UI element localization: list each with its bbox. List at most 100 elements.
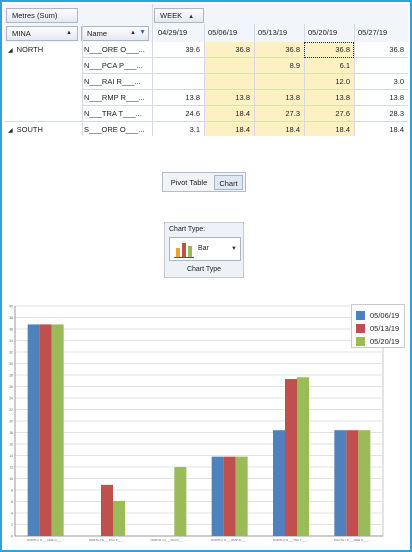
data-cell[interactable]: 12.0 xyxy=(335,77,350,86)
data-cell[interactable]: 13.8 xyxy=(235,93,250,102)
sort-ascending-icon: ▲ xyxy=(66,30,72,36)
data-cell[interactable]: 13.8 xyxy=(335,93,350,102)
data-cell[interactable]: 3.1 xyxy=(189,125,200,134)
chevron-down-icon: ▼ xyxy=(231,246,237,252)
x-tick-label: NORTH | N___ORE O___... xyxy=(27,538,65,542)
data-cell[interactable]: 36.8 xyxy=(335,45,350,54)
pivot-grid: Metres (Sum) WEEK ▲ MINA ▲ Name ▲ ▼ 04/29/19… xyxy=(4,4,408,136)
chart-type-value: Bar xyxy=(198,245,209,252)
week-column-header[interactable]: 05/06/19 xyxy=(208,28,238,37)
group-row-header[interactable]: ◢ SOUTH xyxy=(8,122,80,136)
data-cell[interactable]: 27.3 xyxy=(285,109,300,118)
y-tick-label: 12 xyxy=(9,466,13,470)
row-field-label: Name xyxy=(87,29,108,38)
selected-cell[interactable] xyxy=(304,42,354,58)
data-cell[interactable]: 36.8 xyxy=(235,45,250,54)
data-cell[interactable]: 3.0 xyxy=(393,77,404,86)
pivot-header-background xyxy=(4,4,408,24)
row-header-name[interactable]: N___RMP R___... xyxy=(84,93,145,102)
data-cell[interactable]: 8.9 xyxy=(289,61,300,70)
column-gridline xyxy=(304,24,305,136)
data-cell[interactable]: 27.6 xyxy=(335,109,350,118)
legend-label: 05/13/19 xyxy=(370,324,400,333)
row-gridline xyxy=(4,121,408,122)
group-label: NORTH xyxy=(16,45,44,54)
row-gridline xyxy=(82,73,408,74)
chart-type-dropdown[interactable]: Bar ▼ xyxy=(169,237,241,261)
y-tick-label: 8 xyxy=(11,489,13,493)
bar xyxy=(273,430,285,536)
y-tick-label: 32 xyxy=(9,351,13,355)
bar xyxy=(174,467,187,536)
y-tick-label: 30 xyxy=(9,362,13,366)
row-header-name[interactable]: S___ORE O___... xyxy=(84,125,145,134)
column-gridline xyxy=(82,24,83,136)
chart-type-caption: Chart Type xyxy=(186,266,222,273)
y-tick-label: 40 xyxy=(9,305,13,309)
data-cell[interactable]: 18.4 xyxy=(285,125,300,134)
data-cell[interactable]: 6.1 xyxy=(339,61,350,70)
x-tick-label: NORTH | N___RMP R___... xyxy=(211,538,249,542)
row-header-name[interactable]: N___ORE O___... xyxy=(84,45,145,54)
y-tick-label: 18 xyxy=(9,431,13,435)
row-gridline xyxy=(82,57,408,58)
legend-label: 05/06/19 xyxy=(370,311,400,320)
y-tick-label: 26 xyxy=(9,385,13,389)
data-cell[interactable]: 13.8 xyxy=(285,93,300,102)
row-field-mina-button[interactable]: MINA ▲ xyxy=(6,26,78,41)
bar xyxy=(51,324,64,536)
data-cell[interactable]: 39.6 xyxy=(185,45,200,54)
data-cell[interactable]: 18.4 xyxy=(335,125,350,134)
group-row-header[interactable]: ◢ NORTH xyxy=(8,42,80,59)
column-gridline xyxy=(354,24,355,136)
week-column-header[interactable]: 05/13/19 xyxy=(258,28,288,37)
tab-chart[interactable]: Chart xyxy=(214,175,243,190)
data-field-button[interactable]: Metres (Sum) xyxy=(6,8,78,23)
data-cell[interactable]: 18.4 xyxy=(235,109,250,118)
chart-area: 0 2 4 6 8 10 12 14 16 18 20 22 24 26 28 30 32 34 36 38 40 NOR… xyxy=(5,300,407,548)
data-cell[interactable]: 13.8 xyxy=(185,93,200,102)
y-tick-label: 22 xyxy=(9,408,13,412)
row-header-name[interactable]: N___PCA P___... xyxy=(84,61,143,70)
data-cell[interactable]: 13.8 xyxy=(389,93,404,102)
bar xyxy=(346,430,359,536)
week-column-header[interactable]: 05/27/19 xyxy=(358,28,388,37)
data-cell[interactable]: 18.4 xyxy=(235,125,250,134)
x-tick-label: NORTH | N___TRA T___... xyxy=(273,538,309,542)
y-tick-label: 36 xyxy=(9,328,13,332)
filter-icon[interactable]: ▼ xyxy=(139,29,146,36)
y-tick-label: 34 xyxy=(9,339,13,343)
y-tick-label: 16 xyxy=(9,443,13,447)
week-column-header[interactable]: 05/20/19 xyxy=(308,28,338,37)
data-cell[interactable]: 28.3 xyxy=(389,109,404,118)
data-cell[interactable]: 36.8 xyxy=(285,45,300,54)
data-cell[interactable]: 24.6 xyxy=(185,109,200,118)
bar xyxy=(358,430,371,536)
x-tick-label: SOUTH | S___ORE O___... xyxy=(334,538,371,542)
column-gridline xyxy=(152,24,153,136)
x-tick-label: NORTH | N___PCA P___... xyxy=(89,538,126,542)
data-cell[interactable]: 36.8 xyxy=(389,45,404,54)
y-tick-label: 6 xyxy=(11,500,13,504)
view-tabs: Pivot Table Chart xyxy=(162,172,246,192)
row-header-name[interactable]: N___RAI R___... xyxy=(84,77,141,86)
data-cell[interactable]: 18.4 xyxy=(389,125,404,134)
tab-label: Chart xyxy=(219,179,238,188)
sort-ascending-icon: ▲ xyxy=(188,14,195,20)
collapse-icon[interactable]: ◢ xyxy=(8,128,13,134)
bar xyxy=(223,456,236,536)
bar xyxy=(334,430,347,536)
row-field-name-button[interactable]: Name ▲ ▼ xyxy=(81,26,149,41)
chart-type-label: Chart Type: xyxy=(169,226,206,233)
column-field-week-button[interactable]: WEEK ▲ xyxy=(154,8,204,23)
collapse-icon[interactable]: ◢ xyxy=(8,48,13,54)
legend-label: 05/20/19 xyxy=(370,337,400,346)
bar xyxy=(39,324,52,536)
tab-pivot-table[interactable]: Pivot Table xyxy=(166,175,212,190)
bar xyxy=(235,456,248,536)
row-header-name[interactable]: N___TRA T___... xyxy=(84,109,142,118)
data-field-label: Metres (Sum) xyxy=(12,11,58,20)
week-column-header[interactable]: 04/29/19 xyxy=(158,28,188,37)
column-gridline xyxy=(204,24,205,136)
